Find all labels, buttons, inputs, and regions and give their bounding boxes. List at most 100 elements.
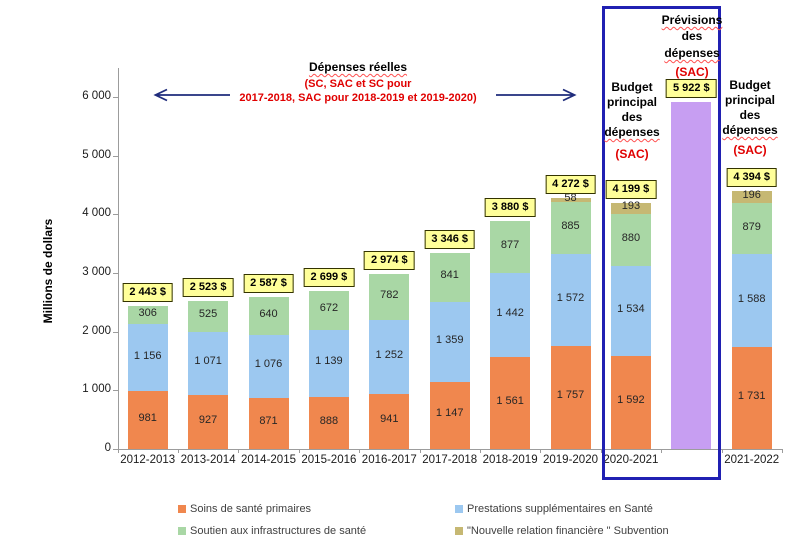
header-line: Prévisions	[661, 13, 723, 27]
header-line: dépenses	[664, 46, 720, 60]
y-axis-tick	[113, 331, 118, 333]
header-line: Budget	[729, 78, 771, 92]
bar-segment	[610, 355, 651, 449]
legend-item: "Nouvelle relation financière " Subventi…	[455, 520, 669, 542]
total-value-badge: 3 346 $	[424, 229, 476, 249]
bar-segment	[248, 397, 289, 449]
total-value-badge: 2 587 $	[243, 274, 294, 294]
bar-segment	[731, 191, 772, 203]
bar-segment-value: 1 442	[496, 307, 524, 320]
right-arrow-icon	[496, 88, 577, 102]
bar-segment	[610, 265, 651, 356]
bar-segment-value: 1 252	[375, 349, 404, 362]
bar-segment-value: 1 076	[254, 358, 283, 371]
x-axis-tick	[177, 449, 179, 453]
bar-segment	[248, 297, 289, 335]
bar-segment-value: 1 071	[194, 355, 222, 368]
y-axis-tick-label: 2 000	[82, 324, 111, 337]
bar-segment	[127, 305, 168, 324]
header-line: des	[739, 108, 761, 122]
y-axis-tick-label: 6 000	[82, 90, 111, 102]
legend-label: Prestations supplémentaires en Santé	[467, 503, 653, 515]
x-axis-category-label: 2014-2015	[241, 454, 296, 466]
bar-segment	[127, 391, 168, 449]
x-axis-category-label: 2018-2019	[482, 454, 538, 466]
y-axis-tick-label: 0	[104, 442, 111, 454]
y-axis-tick	[113, 273, 118, 274]
bar-segment	[308, 330, 349, 397]
bar-segment	[188, 394, 229, 449]
y-axis-tick	[113, 390, 118, 392]
header-sac-label: (SAC)	[675, 65, 709, 79]
total-value-badge: 3 880 $	[484, 198, 536, 218]
bar-segment-value: 640	[259, 308, 278, 320]
total-value-badge: 4 394 $	[726, 168, 778, 188]
legend-item: Soutien aux infrastructures de santé	[178, 520, 455, 542]
bar-segment-value: 1 534	[617, 302, 645, 315]
y-axis-tick	[113, 97, 118, 98]
total-value-badge: 2 443 $	[122, 282, 174, 302]
legend-label: "Nouvelle relation financière " Subventi…	[467, 525, 669, 537]
x-axis-line	[117, 449, 783, 450]
x-axis-tick	[600, 449, 602, 453]
total-value-badge: 4 272 $	[545, 175, 596, 195]
x-axis-category-label: 2013-2014	[180, 454, 236, 466]
bar-segment-value: 927	[198, 413, 218, 426]
y-axis-tick-label: 4 000	[82, 207, 111, 220]
header-previsions-des-depenses: Prévisions des dépenses (SAC)	[642, 13, 742, 80]
x-axis-tick	[781, 449, 783, 453]
bar-segment-value: 941	[380, 413, 399, 426]
x-axis-category-label: 2021-2022	[724, 454, 780, 466]
header-budget-principal-2020-2021: Budget principal des dépenses (SAC)	[599, 80, 665, 162]
header-line: dépenses	[604, 125, 660, 139]
legend-marker-icon	[455, 527, 463, 535]
bar-segment	[188, 331, 229, 395]
header-sac-label: (SAC)	[615, 147, 649, 161]
header-line: principal	[606, 95, 657, 109]
bar-segment-value: 1 359	[435, 333, 464, 346]
total-value-badge: 4 199 $	[605, 179, 657, 199]
annotation-note-line1: (SC, SAC et SC pour	[304, 78, 412, 90]
x-axis-category-label: 2017-2018	[422, 454, 478, 466]
legend-label: Soutien aux infrastructures de santé	[190, 525, 367, 537]
legend-marker-icon	[455, 505, 463, 513]
y-axis-line	[117, 68, 119, 449]
x-axis-tick	[419, 449, 421, 453]
bar-segment	[369, 320, 410, 394]
x-axis-tick	[359, 449, 361, 453]
bar-segment-value: 525	[198, 308, 218, 321]
header-line: Budget	[611, 80, 653, 94]
bar-segment-value: 193	[621, 200, 641, 213]
annotation-title: Dépenses réelles	[308, 60, 408, 74]
total-value-badge: 2 699 $	[303, 267, 355, 287]
bar-segment	[248, 334, 289, 398]
header-line: des	[681, 29, 703, 43]
header-budget-principal-2021-2022: Budget principal des dépenses (SAC)	[717, 78, 783, 158]
bar-segment-value: 196	[742, 188, 761, 201]
bar-segment	[127, 323, 168, 392]
legend: Soins de santé primaires Prestations supp…	[178, 498, 669, 542]
bar-segment-value: 1 156	[133, 349, 162, 362]
bar-segment-value: 1 147	[435, 407, 464, 420]
total-value-badge: 2 974 $	[363, 251, 415, 271]
bar-segment	[610, 202, 651, 214]
bar-segment-value: 888	[319, 414, 339, 427]
bar-segment	[308, 290, 349, 331]
bar-segment	[308, 396, 349, 449]
bar-segment-value: 1 588	[737, 292, 766, 305]
bar-segment-value: 1 731	[737, 390, 766, 403]
bar-segment-value: 841	[440, 269, 459, 282]
bar-segment	[369, 274, 410, 321]
bar-segment	[550, 201, 591, 254]
bar-segment-value: 672	[319, 302, 339, 315]
x-axis-tick	[238, 449, 240, 453]
legend-label: Soins de santé primaires	[190, 503, 312, 515]
legend-marker-icon	[178, 527, 186, 535]
legend-item: Prestations supplémentaires en Santé	[455, 498, 669, 520]
bar-segment	[550, 345, 591, 449]
x-axis-category-label: 2016-2017	[361, 454, 417, 466]
x-axis-tick	[117, 449, 119, 453]
annotation-note-line2: 2017-2018, SAC pour 2018-2019 et 2019-20…	[239, 92, 477, 104]
bar-segment	[490, 221, 531, 273]
x-axis-category-label: 2020-2021	[603, 454, 659, 466]
